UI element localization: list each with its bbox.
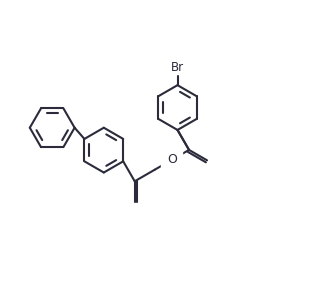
Text: Br: Br bbox=[171, 61, 184, 74]
Text: O: O bbox=[167, 153, 177, 166]
